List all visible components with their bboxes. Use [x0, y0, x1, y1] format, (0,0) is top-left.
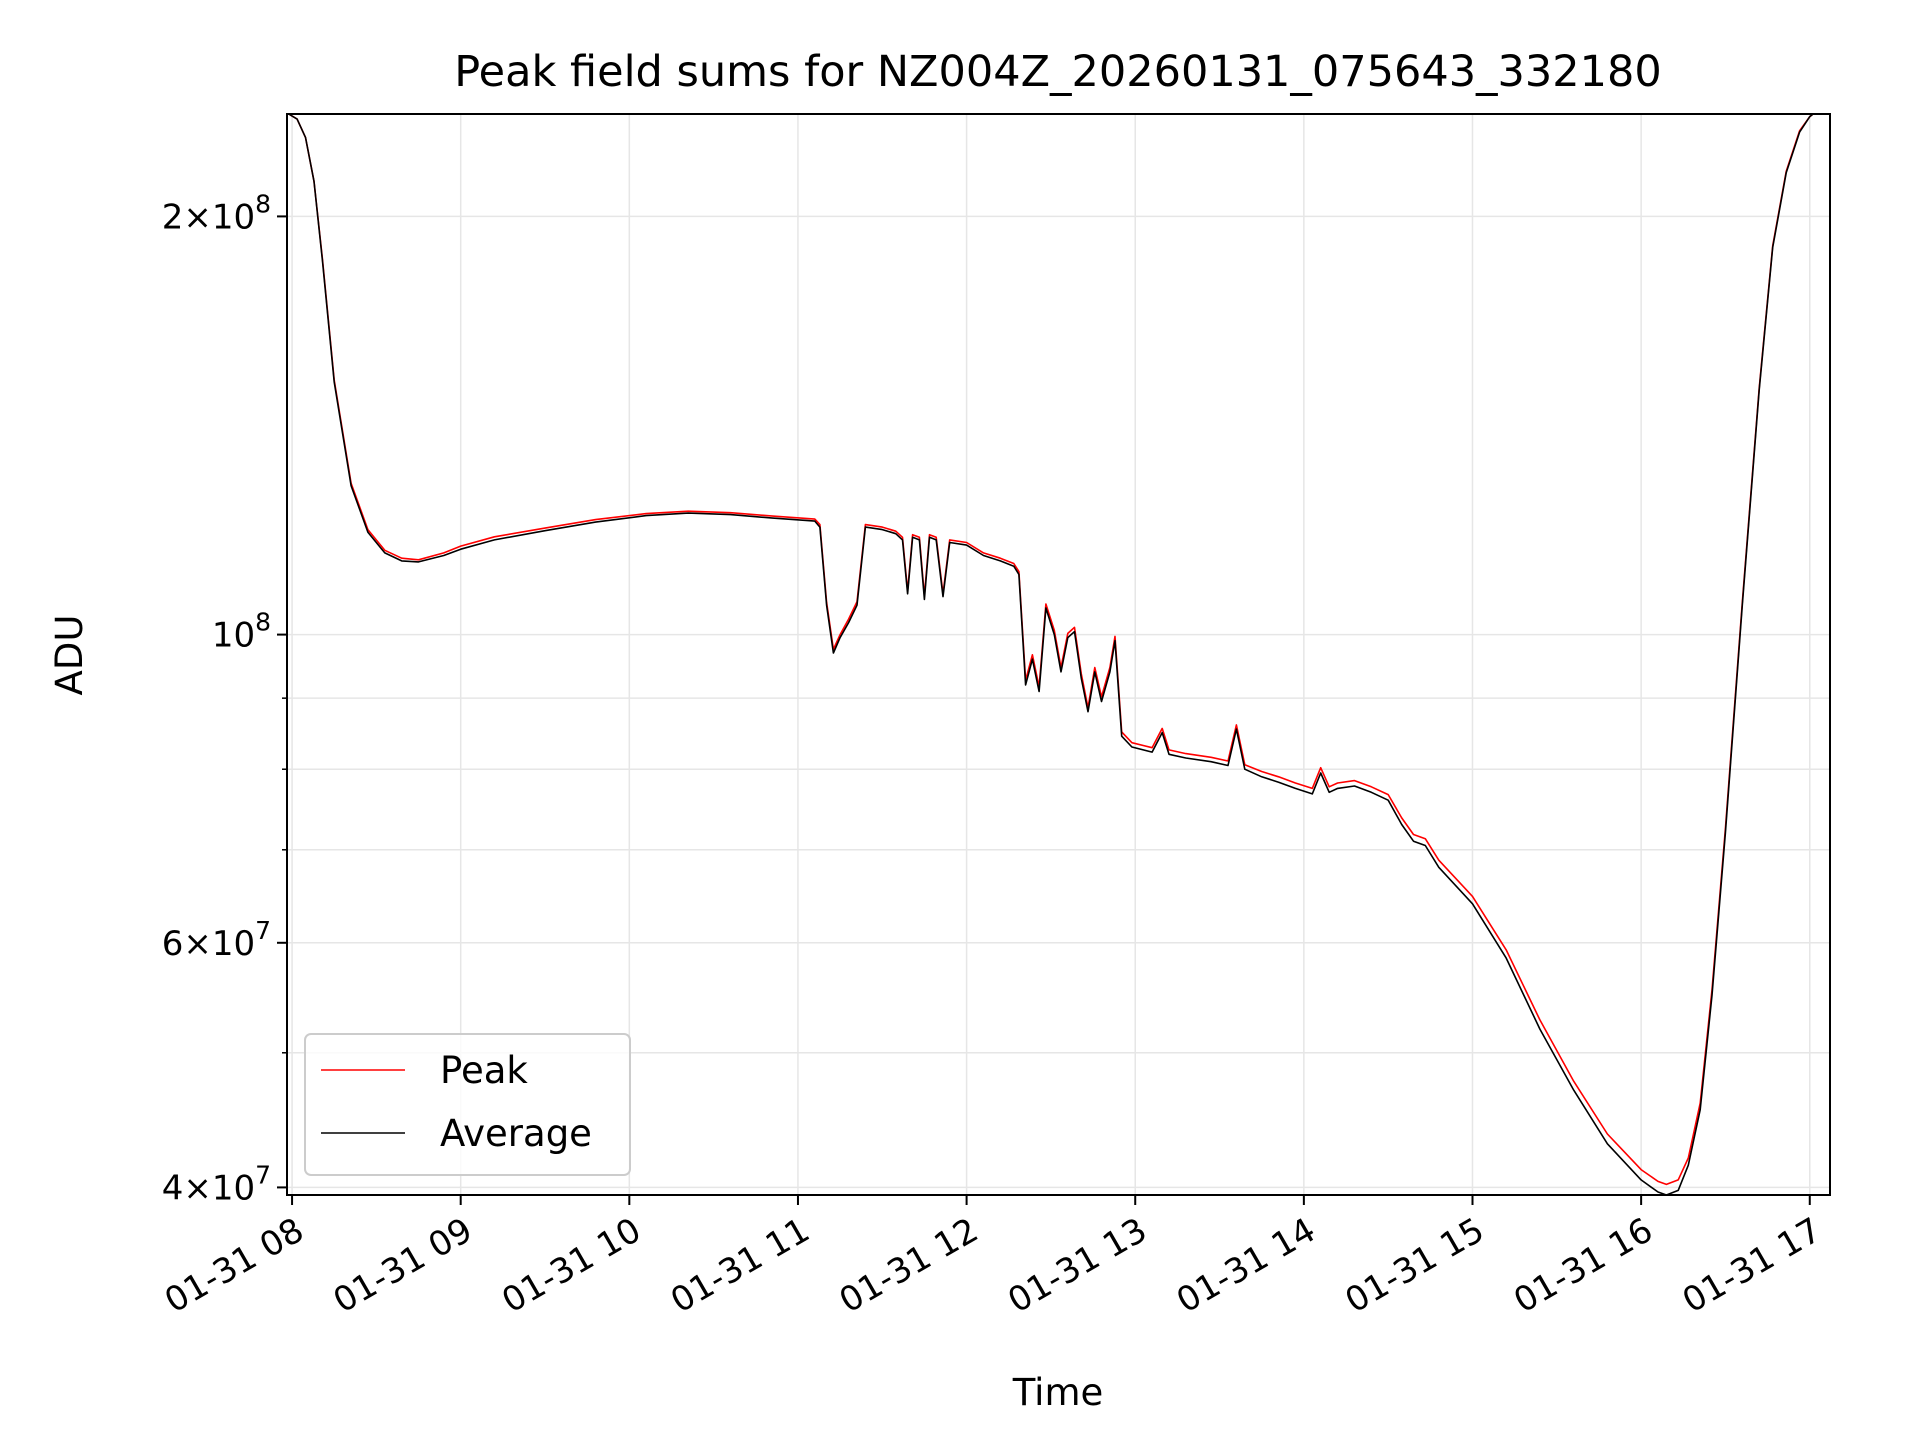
y-tick-label: 6×107	[162, 916, 271, 964]
legend-label-peak: Peak	[440, 1049, 528, 1092]
y-tick-label: 108	[212, 608, 271, 656]
series-line-average	[288, 113, 1814, 1196]
chart-title: Peak field sums for NZ004Z_20260131_0756…	[454, 47, 1661, 97]
grid	[287, 114, 1830, 1195]
x-axis-label: Time	[1012, 1371, 1104, 1414]
series-lines	[288, 113, 1814, 1196]
y-tick-label: 4×107	[162, 1160, 271, 1208]
plot-frame	[286, 113, 1831, 1196]
series-line-peak	[288, 113, 1814, 1186]
legend: Peak Average	[304, 1033, 631, 1176]
y-tick-label: 2×108	[162, 189, 271, 237]
legend-label-average: Average	[440, 1112, 592, 1155]
y-axis-label: ADU	[48, 615, 91, 696]
